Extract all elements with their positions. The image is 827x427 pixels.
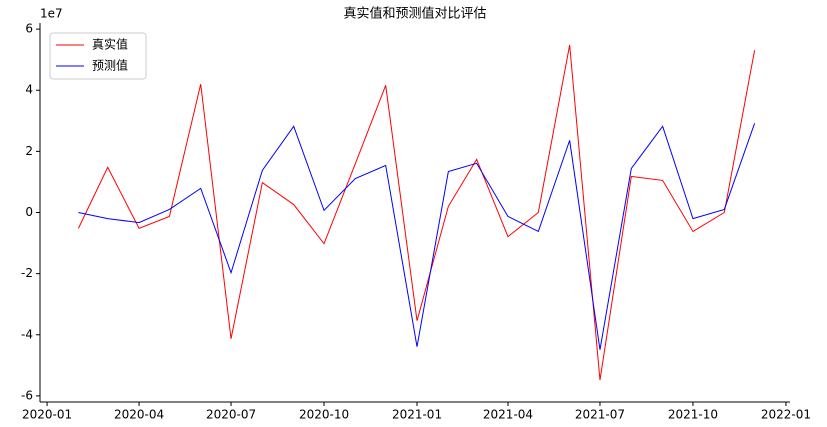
x-tick-label: 2022-01: [761, 408, 811, 422]
x-tick-label: 2020-04: [114, 408, 164, 422]
y-tick-label: -4: [21, 327, 33, 341]
x-tick-label: 2021-04: [483, 408, 533, 422]
legend-label: 真实值: [92, 37, 128, 52]
x-tick-label: 2020-01: [22, 408, 72, 422]
y-tick-label: 4: [25, 83, 33, 97]
y-tick-label: 0: [25, 205, 33, 219]
x-tick-label: 2020-10: [299, 408, 349, 422]
x-tick-label: 2021-10: [668, 408, 718, 422]
y-tick-label: 2: [25, 144, 33, 158]
series-line: [77, 44, 756, 381]
x-tick-label: 2020-07: [206, 408, 256, 422]
chart-title: 真实值和预测值对比评估: [343, 6, 486, 22]
y-tick-label: 6: [25, 22, 33, 36]
x-tick-label: 2021-01: [392, 408, 442, 422]
y-tick-label: -2: [21, 266, 33, 280]
x-tick-label: 2021-07: [575, 408, 625, 422]
legend-label: 预测值: [92, 58, 128, 73]
y-tick-label: -6: [21, 388, 33, 402]
y-offset-label: 1e7: [40, 7, 63, 21]
series-line: [78, 123, 756, 350]
